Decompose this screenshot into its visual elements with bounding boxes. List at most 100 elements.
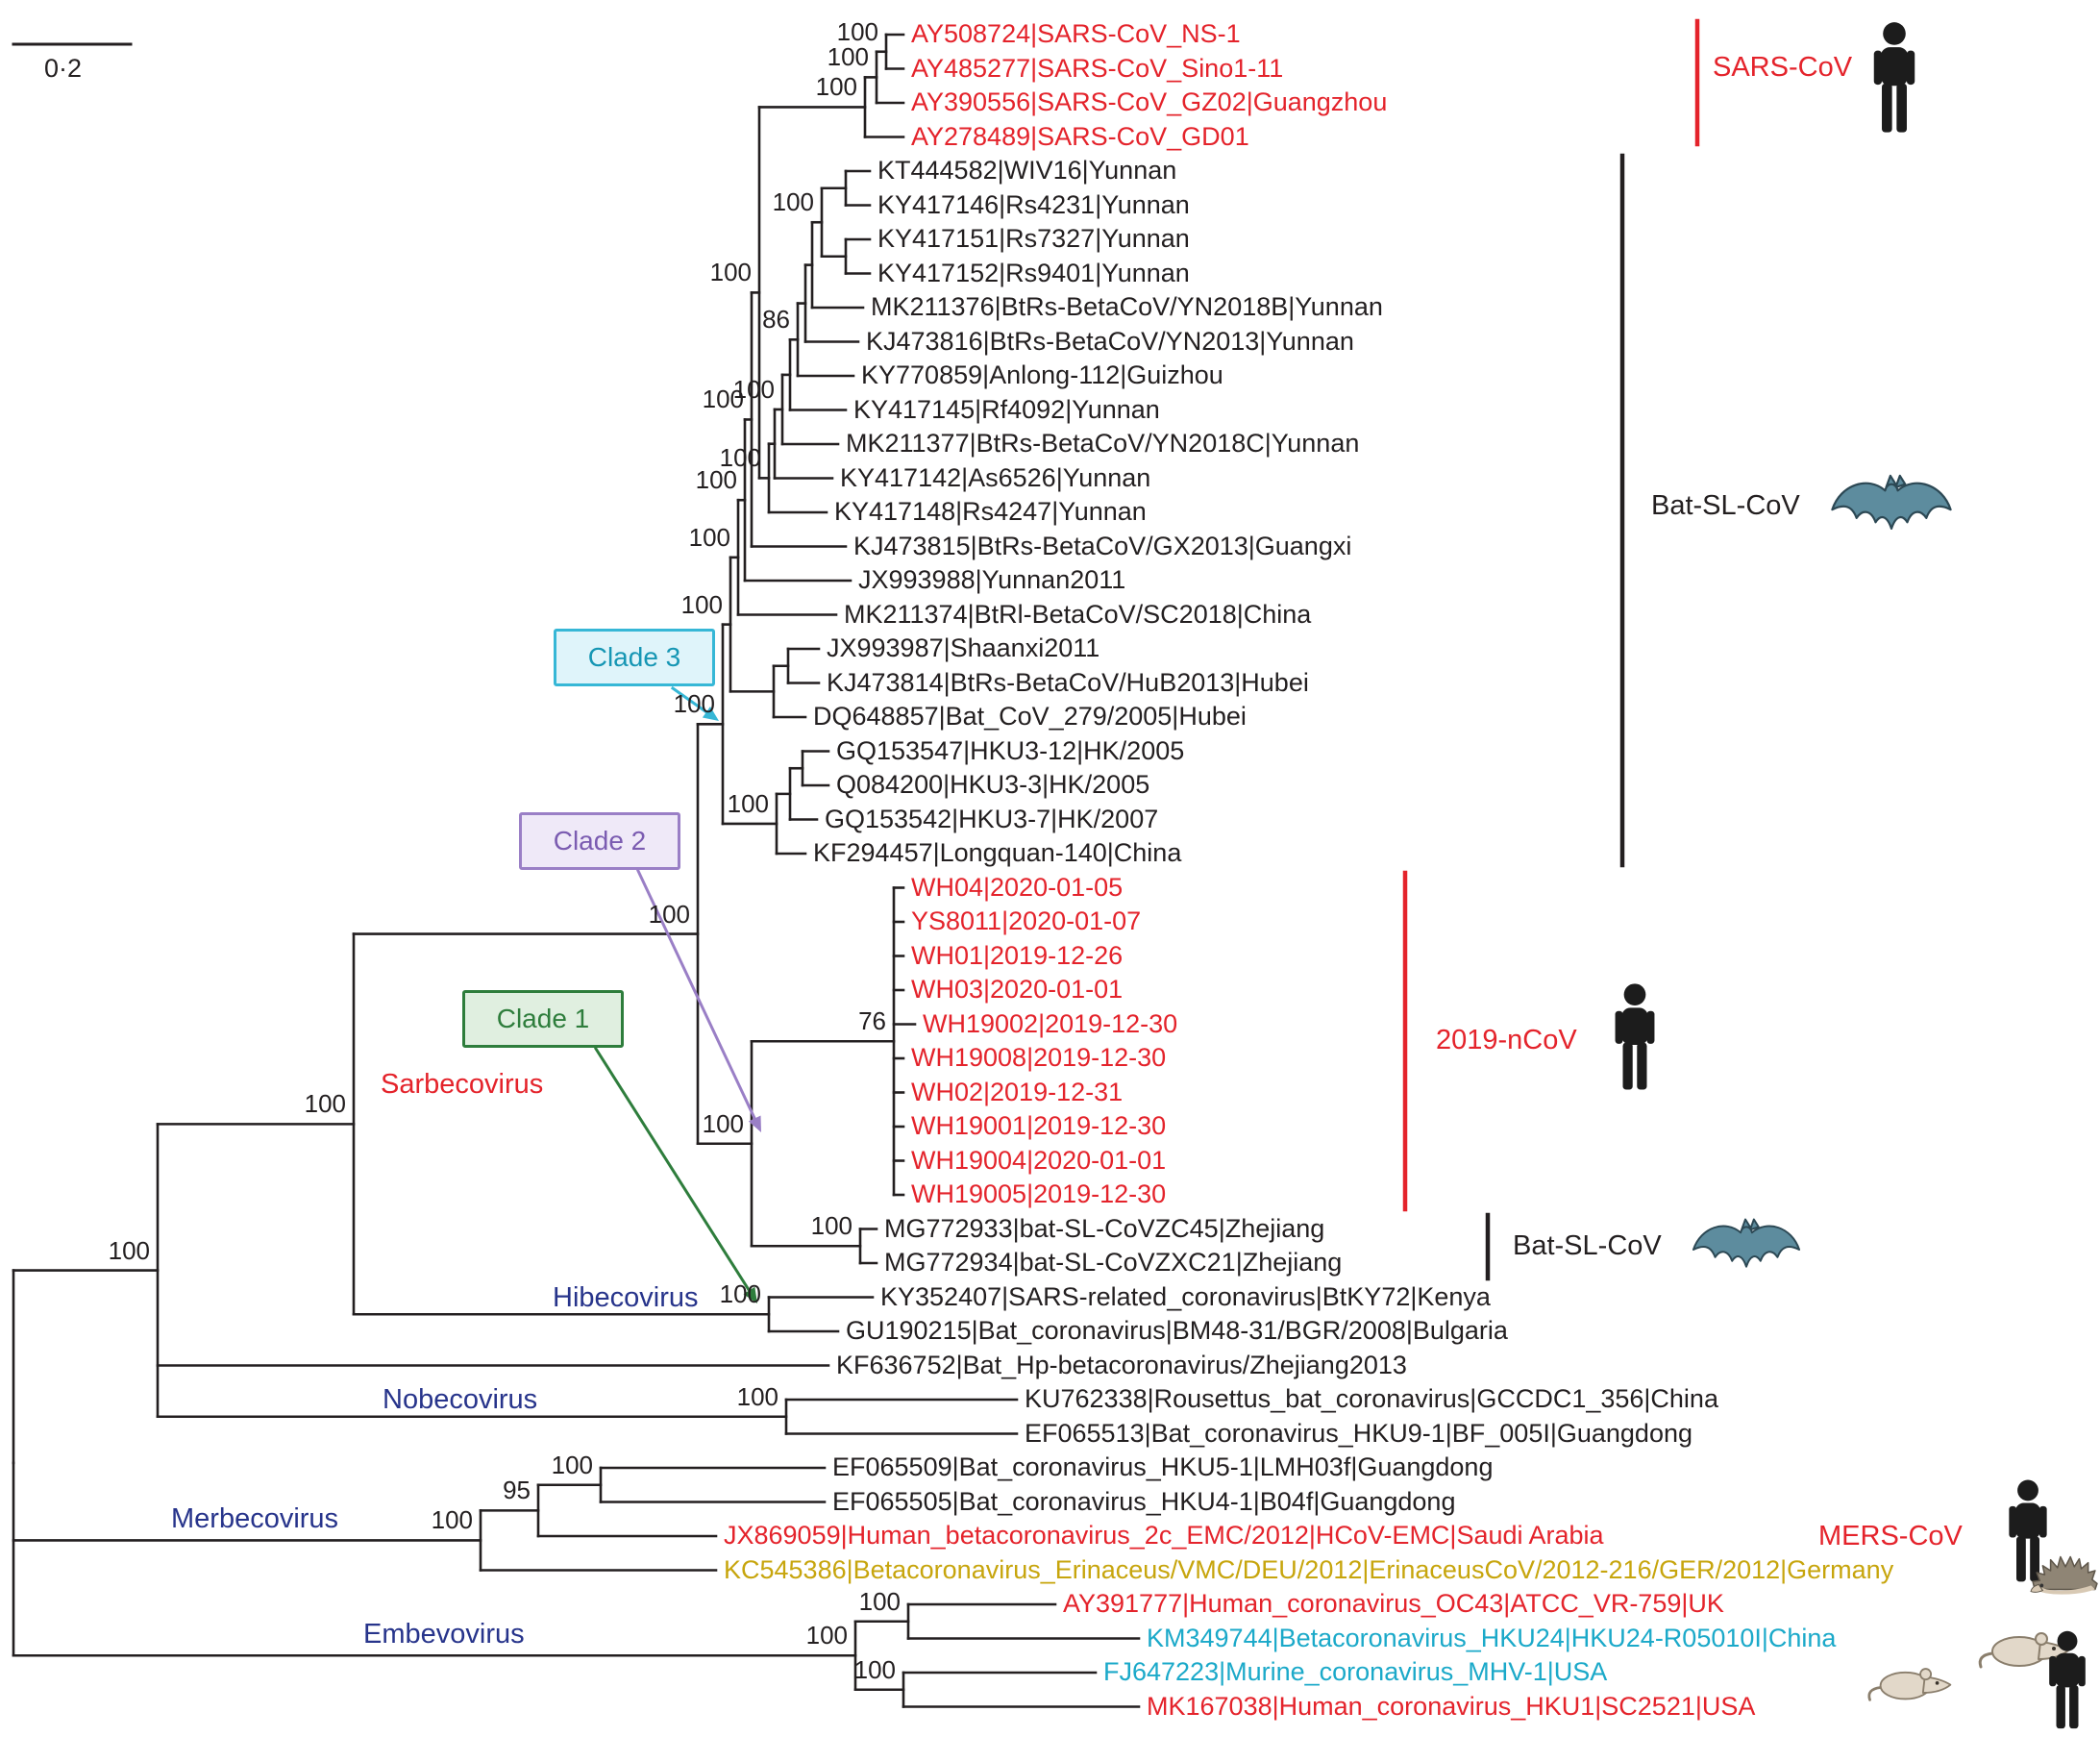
clade-arrowhead <box>748 1115 761 1132</box>
clade-extent-bars <box>1402 18 1700 1281</box>
bootstrap-value: 100 <box>688 522 730 552</box>
taxon-label: AY508724|SARS-CoV_NS-1 <box>911 19 1241 48</box>
taxon-label: KU762338|Rousettus_bat_coronavirus|GCCDC… <box>1025 1384 1718 1413</box>
bootstrap-value: 100 <box>858 1586 901 1616</box>
taxon-label: WH02|2019-12-31 <box>911 1077 1124 1106</box>
clade-group-label: SARS-CoV <box>1713 52 1853 83</box>
genus-label: Sarbecovirus <box>381 1069 544 1100</box>
taxon-label: KY417152|Rs9401|Yunnan <box>877 258 1190 287</box>
taxon-label: MK167038|Human_coronavirus_HKU1|SC2521|U… <box>1147 1691 1756 1721</box>
taxon-label: EF065509|Bat_coronavirus_HKU5-1|LMH03f|G… <box>832 1452 1494 1481</box>
taxon-label: WH19004|2020-01-01 <box>911 1145 1167 1175</box>
clade-arrow <box>593 1046 752 1293</box>
taxon-label: AY390556|SARS-CoV_GZ02|Guangzhou <box>911 87 1388 116</box>
genus-label: Embevovirus <box>363 1619 525 1650</box>
taxon-label: KF294457|Longquan-140|China <box>813 838 1182 867</box>
taxon-label: KY417145|Rf4092|Yunnan <box>853 394 1160 424</box>
taxon-label: WH19002|2019-12-30 <box>923 1008 1178 1038</box>
taxon-label: EF065505|Bat_coronavirus_HKU4-1|B04f|Gua… <box>832 1486 1456 1516</box>
bootstrap-value: 100 <box>680 589 723 619</box>
bootstrap-value: 100 <box>702 1108 744 1138</box>
taxon-label: KY770859|Anlong-112|Guizhou <box>861 360 1223 389</box>
clade-arrow <box>670 685 709 714</box>
taxon-label: KY417148|Rs4247|Yunnan <box>834 497 1147 526</box>
taxon-label: KF636752|Bat_Hp-betacoronavirus/Zhejiang… <box>836 1350 1407 1379</box>
taxon-label: MK211374|BtRl-BetaCoV/SC2018|China <box>844 599 1312 629</box>
taxon-label: KY417146|Rs4231|Yunnan <box>877 189 1190 219</box>
taxon-label: WH19008|2019-12-30 <box>911 1043 1167 1072</box>
bootstrap-value: 76 <box>858 1006 886 1036</box>
bootstrap-value: 100 <box>551 1450 593 1479</box>
taxon-label: KJ473815|BtRs-BetaCoV/GX2013|Guangxi <box>853 531 1352 560</box>
bootstrap-value: 100 <box>853 1654 896 1684</box>
bootstrap-value: 100 <box>719 1279 761 1309</box>
taxon-label: WH19005|2019-12-30 <box>911 1179 1167 1208</box>
taxon-label: JX993988|Yunnan2011 <box>858 565 1126 594</box>
taxon-label: WH01|2019-12-26 <box>911 940 1124 970</box>
taxon-label: KM349744|Betacoronavirus_HKU24|HKU24-R05… <box>1147 1623 1837 1652</box>
bootstrap-value: 100 <box>431 1505 473 1535</box>
bootstrap-value: 100 <box>727 788 769 818</box>
clade-arrowhead <box>702 707 719 721</box>
taxon-label: MG772934|bat-SL-CoVZXC21|Zhejiang <box>884 1248 1343 1277</box>
scale-bar-label: 0·2 <box>44 54 83 83</box>
bootstrap-value: 100 <box>702 385 744 414</box>
clade-arrow <box>636 869 757 1121</box>
bootstrap-value: 100 <box>709 258 752 287</box>
clade-arrows <box>593 685 761 1303</box>
bootstrap-value: 100 <box>836 16 878 46</box>
taxon-label: MK211376|BtRs-BetaCoV/YN2018B|Yunnan <box>871 292 1383 321</box>
bootstrap-value: 86 <box>762 305 790 335</box>
bootstrap-value: 100 <box>772 187 814 217</box>
bootstrap-value: 100 <box>805 1621 848 1650</box>
taxon-label: WH03|2020-01-01 <box>911 975 1124 1004</box>
clade-group-label: 2019-nCoV <box>1436 1025 1577 1055</box>
taxon-label: DQ648857|Bat_CoV_279/2005|Hubei <box>813 702 1247 731</box>
genus-label: Merbecovirus <box>171 1503 339 1534</box>
bootstrap-value: 100 <box>648 899 690 929</box>
taxon-label: KY417142|As6526|Yunnan <box>840 462 1151 492</box>
bootstrap-value: 100 <box>732 374 775 404</box>
bootstrap-value: 100 <box>827 42 869 72</box>
taxon-label: GQ153547|HKU3-12|HK/2005 <box>836 735 1185 765</box>
clade-group-label: Bat-SL-CoV <box>1513 1230 1662 1261</box>
taxon-label: GU190215|Bat_coronavirus|BM48-31/BGR/200… <box>846 1316 1508 1345</box>
clade-label-box: Clade 3 <box>554 629 715 686</box>
taxon-label: KC545386|Betacoronavirus_Erinaceus/VMC/D… <box>724 1554 1894 1584</box>
taxon-label: EF065513|Bat_coronavirus_HKU9-1|BF_005I|… <box>1025 1418 1692 1448</box>
taxon-label: KY417151|Rs7327|Yunnan <box>877 224 1190 253</box>
genus-label: Nobecovirus <box>383 1384 538 1415</box>
taxon-label: KJ473816|BtRs-BetaCoV/YN2013|Yunnan <box>866 326 1354 356</box>
bootstrap-value: 100 <box>108 1235 150 1265</box>
taxon-label: AY278489|SARS-CoV_GD01 <box>911 121 1249 151</box>
bootstrap-value: 100 <box>815 72 857 102</box>
bootstrap-value: 100 <box>304 1089 346 1119</box>
clade-group-label: Bat-SL-CoV <box>1651 490 1800 521</box>
taxon-label: Q084200|HKU3-3|HK/2005 <box>836 770 1150 799</box>
taxon-label: AY485277|SARS-CoV_Sino1-11 <box>911 53 1284 83</box>
taxon-label: KY352407|SARS-related_coronavirus|BtKY72… <box>880 1281 1491 1311</box>
clade-group-label: MERS-CoV <box>1818 1521 1963 1551</box>
taxon-label: KT444582|WIV16|Yunnan <box>877 156 1177 185</box>
phylo-tree-lines <box>12 33 1141 1708</box>
bootstrap-value: 100 <box>736 1381 778 1411</box>
taxon-label: WH04|2020-01-05 <box>911 872 1124 902</box>
taxon-label: KJ473814|BtRs-BetaCoV/HuB2013|Hubei <box>827 667 1309 697</box>
bootstrap-value: 100 <box>810 1211 852 1241</box>
taxon-label: WH19001|2019-12-30 <box>911 1111 1167 1140</box>
taxon-label: GQ153542|HKU3-7|HK/2007 <box>825 804 1159 833</box>
taxon-label: MK211377|BtRs-BetaCoV/YN2018C|Yunnan <box>846 429 1360 458</box>
taxon-label: JX869059|Human_betacoronavirus_2c_EMC/20… <box>724 1521 1604 1550</box>
taxon-label: YS8011|2020-01-07 <box>911 906 1142 935</box>
taxon-label: MG772933|bat-SL-CoVZC45|Zhejiang <box>884 1213 1325 1243</box>
taxon-label: AY391777|Human_coronavirus_OC43|ATCC_VR-… <box>1063 1589 1724 1618</box>
clade-label-box: Clade 1 <box>462 990 624 1048</box>
clade-arrowhead <box>743 1286 757 1303</box>
bootstrap-value: 100 <box>695 465 737 495</box>
bootstrap-value: 100 <box>673 689 715 719</box>
clade-label-box: Clade 2 <box>519 812 680 870</box>
bootstrap-value: 100 <box>719 443 761 473</box>
